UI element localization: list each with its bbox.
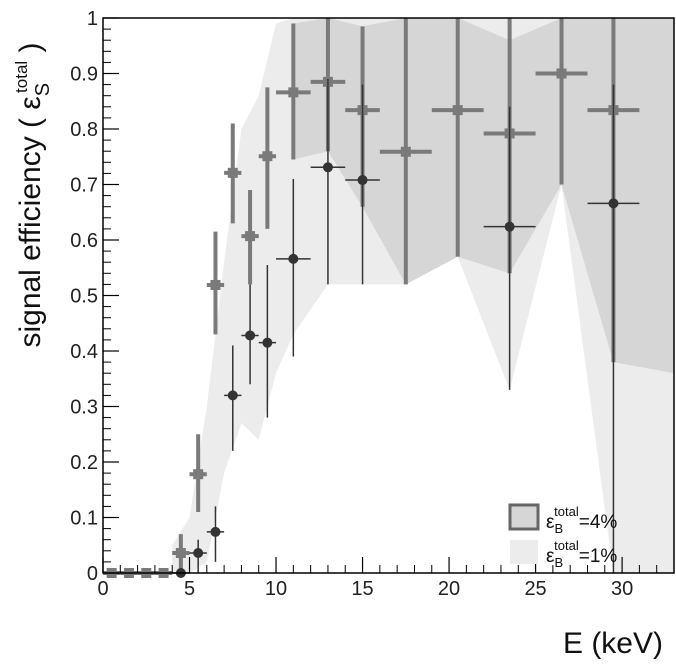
- point-s0-10: [276, 23, 311, 160]
- marker-circle: [322, 162, 333, 173]
- y-tick-label: 0: [87, 563, 98, 585]
- x-tick-label: 20: [438, 578, 460, 600]
- point-s0-13: [379, 18, 432, 285]
- y-tick-label: 0.7: [70, 175, 98, 197]
- marker-circle: [245, 330, 256, 341]
- y-axis-title-main: signal efficiency ( ε: [14, 96, 47, 347]
- marker-square: [245, 231, 256, 242]
- x-tick-label: 5: [184, 578, 195, 600]
- marker-square: [227, 167, 238, 178]
- legend-label-4pct: εBtotal=4%: [546, 504, 617, 536]
- marker-circle: [504, 221, 515, 232]
- x-tick-label: 0: [97, 578, 108, 600]
- point-s0-8: [241, 190, 259, 285]
- legend-swatch-1pct: [510, 540, 538, 564]
- y-tick-label: 0.4: [70, 341, 98, 363]
- y-tick-label: 0.3: [70, 397, 98, 419]
- y-axis-title-sup: total: [12, 61, 31, 93]
- marker-circle: [262, 337, 273, 348]
- svg-text:signal efficiency ( εStotal ): signal efficiency ( εStotal ): [12, 42, 54, 347]
- point-s1-4: [241, 284, 259, 385]
- y-tick-label: 0.1: [70, 508, 98, 530]
- x-axis-title: E (keV): [563, 627, 663, 660]
- point-s0-16: [535, 18, 588, 185]
- marker-square: [210, 279, 221, 290]
- point-s1-1: [189, 539, 207, 573]
- x-tick-label: 30: [611, 578, 633, 600]
- y-tick-label: 0.6: [70, 230, 98, 252]
- legend-swatch-4pct: [508, 503, 540, 531]
- marker-circle: [210, 526, 221, 537]
- y-tick-label: 0.5: [70, 286, 98, 308]
- marker-square: [452, 105, 463, 116]
- point-s1-6: [276, 178, 311, 357]
- y-tick-label: 0.9: [70, 64, 98, 86]
- marker-circle: [357, 175, 368, 186]
- y-axis-title-sub: S: [32, 83, 54, 96]
- point-s0-9: [258, 87, 277, 229]
- legend-label-1pct: εBtotal=1%: [546, 538, 617, 570]
- marker-square: [262, 151, 273, 162]
- point-s1-9: [483, 106, 536, 390]
- point-s1-7: [310, 79, 346, 285]
- point-s1-3: [224, 345, 242, 451]
- marker-circle: [227, 390, 238, 401]
- y-axis-title-close: ): [14, 42, 47, 60]
- marker-circle: [193, 548, 204, 559]
- x-tick-label: 15: [351, 578, 373, 600]
- marker-square: [400, 146, 411, 157]
- legend: εBtotal=4% εBtotal=1%: [508, 503, 617, 570]
- marker-square: [175, 548, 186, 559]
- point-s1-8: [345, 84, 380, 285]
- point-s1-5: [258, 264, 277, 418]
- point-s0-4: [172, 534, 190, 573]
- y-tick-label: 1: [87, 8, 98, 30]
- y-axis-title: signal efficiency ( εStotal ): [12, 42, 54, 347]
- point-s1-10: [587, 84, 640, 573]
- marker-circle: [608, 198, 619, 209]
- y-tick-label: 0.2: [70, 452, 98, 474]
- marker-square: [193, 469, 204, 480]
- x-tick-label: 10: [265, 578, 287, 600]
- marker-circle: [288, 253, 299, 264]
- point-s0-6: [206, 231, 225, 335]
- band-1: [293, 18, 674, 374]
- marker-square: [288, 87, 299, 98]
- y-tick-label: 0.8: [70, 119, 98, 141]
- axes: 0 5 10 15 20 25 30 0 0.1 0.2 0.3 0.4 0.5 0.6 0.7 0.8 0.9…: [70, 8, 675, 600]
- marker-square: [556, 68, 567, 79]
- x-tick-label: 25: [524, 578, 546, 600]
- point-s1-2: [206, 506, 225, 562]
- data-points: [103, 18, 640, 578]
- point-s0-14: [431, 18, 484, 257]
- point-s0-5: [189, 434, 207, 512]
- uncertainty-bands: [172, 18, 674, 573]
- point-s0-7: [224, 123, 242, 224]
